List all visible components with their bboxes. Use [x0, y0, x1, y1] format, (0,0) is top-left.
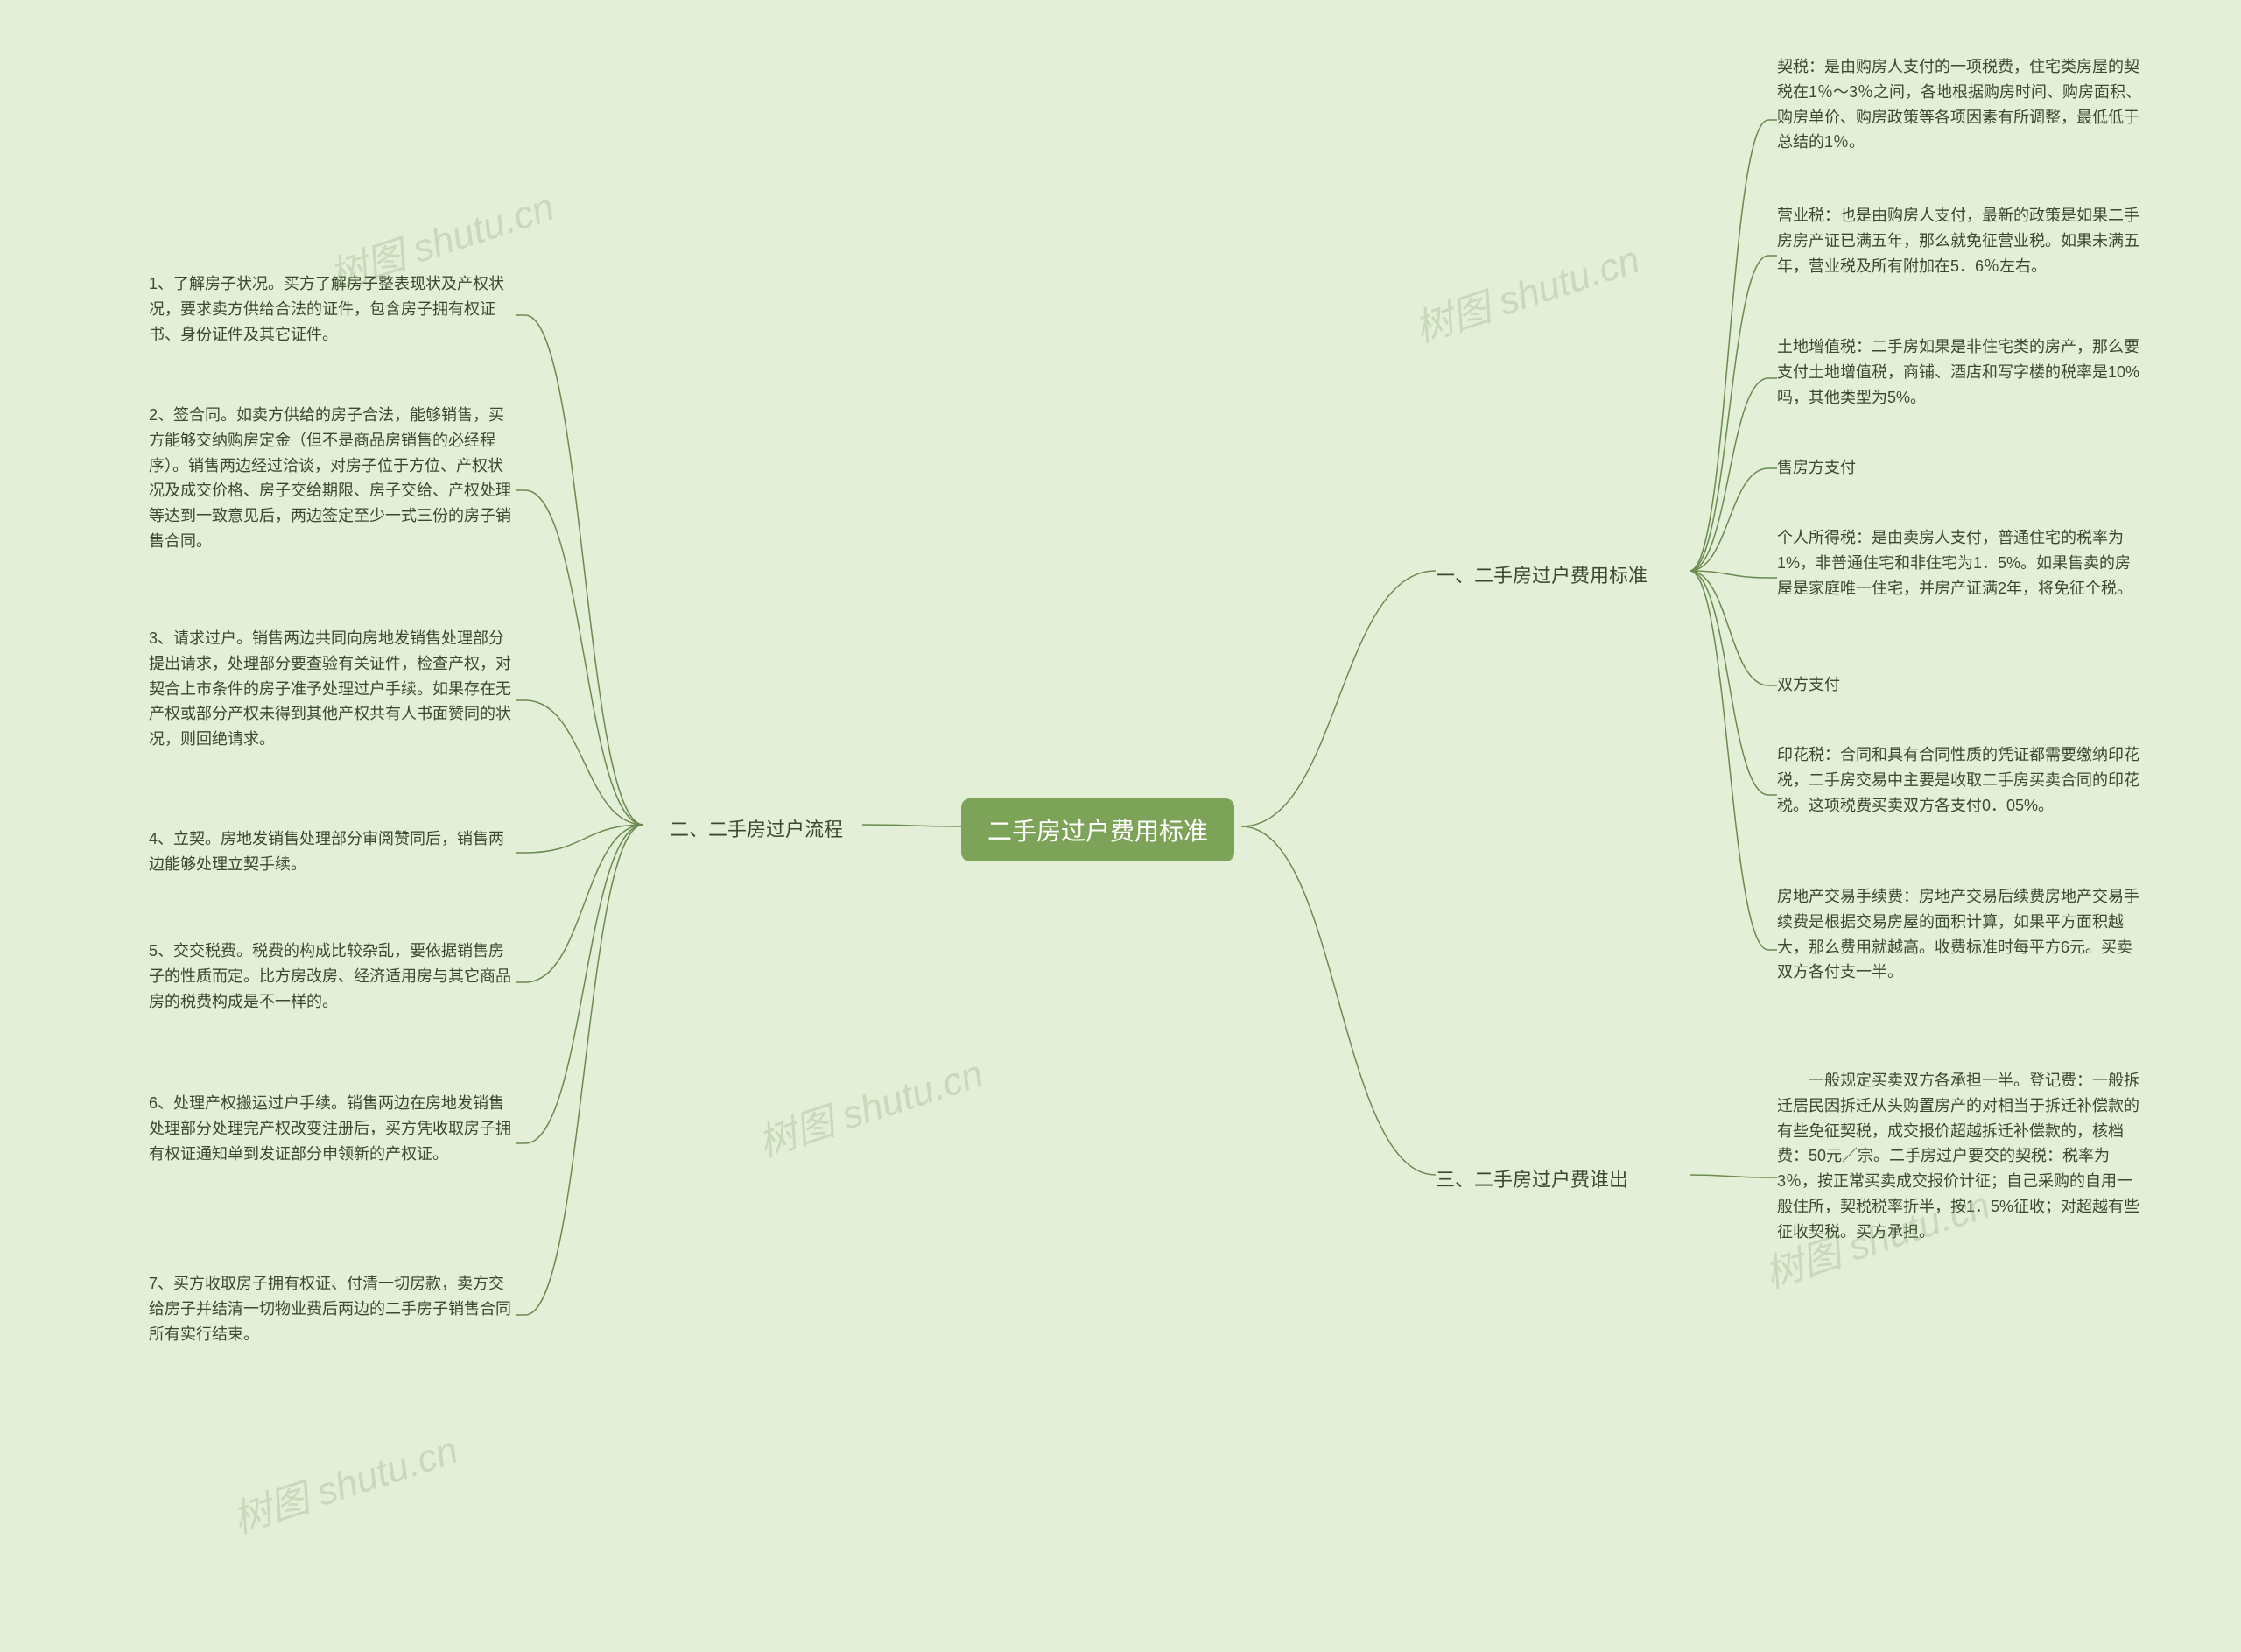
leaf-text: 契税：是由购房人支付的一项税费，住宅类房屋的契税在1％～3％之间，各地根据购房时… — [1777, 54, 2145, 155]
watermark: 树图 shutu.cn — [1407, 228, 1646, 353]
leaf-text: 2、签合同。如卖方供给的房子合法，能够销售，买方能够交纳购房定金（但不是商品房销… — [149, 403, 516, 554]
leaf-text: 5、交交税费。税费的构成比较杂乱，要依据销售房子的性质而定。比方房改房、经济适用… — [149, 938, 516, 1014]
leaf-text: 营业税：也是由购房人支付，最新的政策是如果二手房房产证已满五年，那么就免征营业税… — [1777, 203, 2145, 278]
branch-label: 三、二手房过户费谁出 — [1436, 1164, 1628, 1192]
leaf-text: 印花税：合同和具有合同性质的凭证都需要缴纳印花税，二手房交易中主要是收取二手房买… — [1777, 742, 2145, 818]
leaf-text: 房地产交易手续费：房地产交易后续费房地产交易手续费是根据交易房屋的面积计算，如果… — [1777, 884, 2145, 985]
leaf-text: 售房方支付 — [1777, 455, 2145, 481]
leaf-text: 4、立契。房地发销售处理部分审阅赞同后，销售两边能够处理立契手续。 — [149, 826, 516, 877]
leaf-text: 7、买方收取房子拥有权证、付清一切房款，卖方交给房子并结清一切物业费后两边的二手… — [149, 1271, 516, 1346]
leaf-text: 1、了解房子状况。买方了解房子整表现状及产权状况，要求卖方供给合法的证件，包含房… — [149, 271, 516, 347]
watermark: 树图 shutu.cn — [750, 1042, 989, 1167]
leaf-text: 个人所得税：是由卖房人支付，普通住宅的税率为1%，非普通住宅和非住宅为1．5%。… — [1777, 525, 2145, 601]
leaf-text: 6、处理产权搬运过户手续。销售两边在房地发销售处理部分处理完产权改变注册后，买方… — [149, 1091, 516, 1166]
branch-label: 一、二手房过户费用标准 — [1436, 560, 1647, 588]
leaf-text: 双方支付 — [1777, 672, 2145, 698]
leaf-text: 3、请求过户。销售两边共同向房地发销售处理部分提出请求，处理部分要查验有关证件，… — [149, 626, 516, 752]
leaf-text: 一般规定买卖双方各承担一半。登记费：一般拆迁居民因拆迁从头购置房产的对相当于拆迁… — [1777, 1068, 2145, 1245]
mindmap-center: 二手房过户费用标准 — [961, 798, 1234, 861]
branch-label: 二、二手房过户流程 — [670, 814, 843, 842]
leaf-text: 土地增值税：二手房如果是非住宅类的房产，那么要支付土地增值税，商铺、酒店和写字楼… — [1777, 334, 2145, 410]
watermark: 树图 shutu.cn — [225, 1418, 464, 1543]
